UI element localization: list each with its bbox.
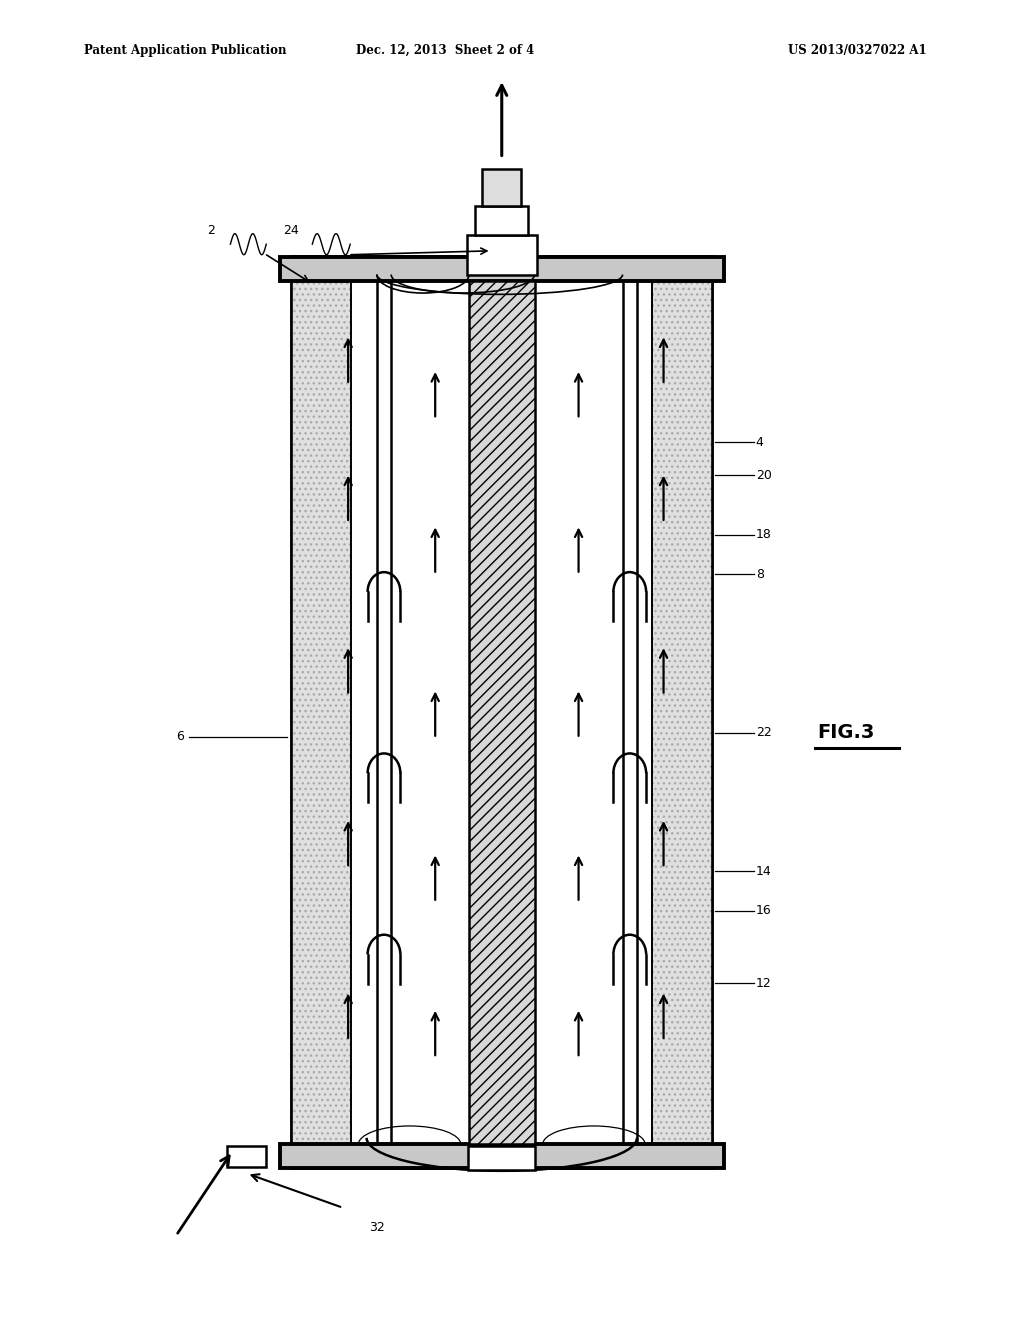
Bar: [227, 1146, 266, 1167]
Text: 22: 22: [756, 726, 771, 739]
Text: 12: 12: [756, 977, 771, 990]
Bar: [292, 281, 351, 1144]
Bar: [475, 206, 528, 235]
Text: 18: 18: [756, 528, 772, 541]
Bar: [652, 281, 712, 1144]
Text: Dec. 12, 2013  Sheet 2 of 4: Dec. 12, 2013 Sheet 2 of 4: [356, 44, 535, 57]
Text: Patent Application Publication: Patent Application Publication: [84, 44, 287, 57]
Bar: [467, 235, 537, 275]
Text: 8: 8: [756, 568, 764, 581]
Bar: [469, 1146, 535, 1170]
Bar: [652, 281, 712, 1144]
Text: 2: 2: [207, 224, 215, 238]
Text: 6: 6: [176, 730, 184, 743]
Text: 16: 16: [756, 904, 771, 917]
Bar: [280, 257, 724, 281]
Bar: [469, 281, 535, 1144]
Text: 4: 4: [756, 436, 764, 449]
Text: 20: 20: [756, 469, 772, 482]
Text: US 2013/0327022 A1: US 2013/0327022 A1: [788, 44, 927, 57]
Text: 32: 32: [369, 1221, 384, 1234]
Bar: [292, 281, 351, 1144]
Bar: [280, 1144, 724, 1168]
Text: 14: 14: [756, 865, 771, 878]
Bar: [482, 169, 521, 206]
Bar: [292, 257, 712, 1168]
Text: FIG.3: FIG.3: [817, 723, 874, 742]
Text: 24: 24: [284, 224, 299, 238]
